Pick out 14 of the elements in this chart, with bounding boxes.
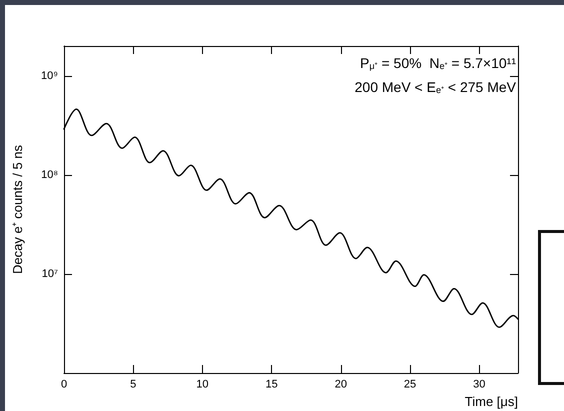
y-tick-label: 10⁹ xyxy=(41,70,58,82)
x-tick-label: 30 xyxy=(473,378,486,390)
x-tick-label: 10 xyxy=(196,378,209,390)
x-axis-title: Time [μs] xyxy=(464,394,518,409)
y-tick-label: 10⁷ xyxy=(42,268,58,280)
annotation: 200 MeV < Ee⁺ < 275 MeV xyxy=(354,79,517,96)
y-axis-title: Decay e⁺ counts / 5 ns xyxy=(10,144,25,274)
x-tick-label: 5 xyxy=(130,378,136,390)
y-tick-label: 10⁸ xyxy=(41,168,58,181)
x-tick-label: 0 xyxy=(60,378,68,390)
x-tick-label: 25 xyxy=(404,378,416,390)
x-tick-label: 15 xyxy=(265,378,278,390)
x-tick-label: 20 xyxy=(334,378,347,390)
annotation: Pμ⁺ = 50% Ne⁺ = 5.7×10¹¹ xyxy=(360,55,516,72)
